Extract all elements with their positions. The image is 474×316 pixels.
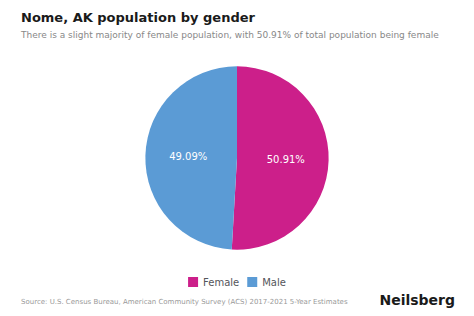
- svg-text:Female: Female: [203, 277, 239, 288]
- svg-text:There is a slight majority of: There is a slight majority of female pop…: [20, 30, 439, 40]
- svg-text:49.09%: 49.09%: [169, 151, 207, 162]
- svg-text:Neilsberg: Neilsberg: [379, 292, 455, 308]
- svg-text:Source: U.S. Census Bureau, Am: Source: U.S. Census Bureau, American Com…: [21, 298, 348, 306]
- svg-text:Male: Male: [262, 277, 286, 288]
- svg-text:50.91%: 50.91%: [267, 154, 305, 165]
- svg-text:Nome, AK population by gender: Nome, AK population by gender: [21, 10, 256, 25]
